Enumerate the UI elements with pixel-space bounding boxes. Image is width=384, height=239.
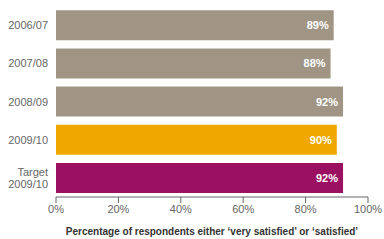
svg-text:20%: 20% <box>107 203 129 215</box>
svg-text:92%: 92% <box>316 172 338 184</box>
svg-text:89%: 89% <box>307 19 329 31</box>
svg-text:88%: 88% <box>304 57 326 69</box>
svg-text:100%: 100% <box>354 203 382 215</box>
svg-text:40%: 40% <box>170 203 192 215</box>
svg-text:Target2009/10: Target2009/10 <box>8 166 48 190</box>
svg-text:92%: 92% <box>316 96 338 108</box>
svg-text:0%: 0% <box>48 203 64 215</box>
svg-text:2009/10: 2009/10 <box>8 134 48 146</box>
svg-text:Percentage of respondents eith: Percentage of respondents either ‘very s… <box>66 226 359 237</box>
svg-text:2008/09: 2008/09 <box>8 96 48 108</box>
svg-text:80%: 80% <box>295 203 317 215</box>
svg-text:2007/08: 2007/08 <box>8 57 48 69</box>
svg-text:60%: 60% <box>232 203 254 215</box>
svg-text:90%: 90% <box>310 134 332 146</box>
svg-text:2006/07: 2006/07 <box>8 19 48 31</box>
